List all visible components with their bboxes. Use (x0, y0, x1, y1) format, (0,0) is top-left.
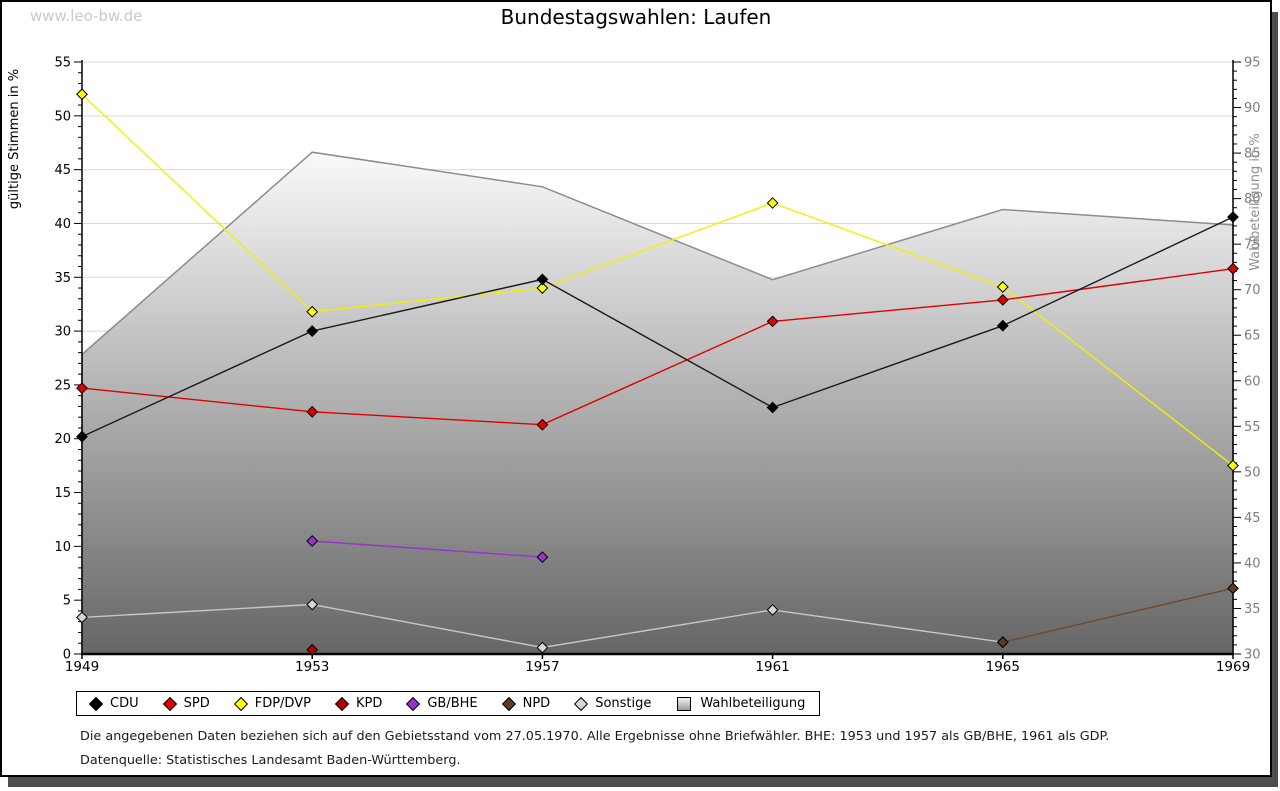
svg-text:85: 85 (1244, 147, 1261, 162)
left-axis-title: gültige Stimmen in % (7, 69, 22, 209)
right-axis-title: Wahlbeteiligung in % (1248, 133, 1263, 270)
svg-text:1965: 1965 (986, 659, 1020, 675)
legend-label: SPD (183, 696, 210, 711)
series-gb-bhe (312, 540, 543, 558)
chart-legend: CDU SPD FDP/DVP KPD GB/BHE NPD Sonstige Wahlbet… (76, 691, 821, 716)
footnote-gebietsstand: Die angegebenen Daten beziehen sich auf … (80, 729, 1110, 744)
legend-diamond-icon (88, 696, 104, 711)
svg-text:60: 60 (1244, 374, 1261, 389)
svg-text:1953: 1953 (295, 659, 329, 675)
svg-text:95: 95 (1244, 56, 1261, 71)
right-ticks: 30 35 40 45 50 55 60 65 70 75 80 85 90 95 (1233, 56, 1261, 663)
svg-text:80: 80 (1244, 192, 1261, 207)
svg-text:10: 10 (54, 540, 71, 555)
legend-diamond-icon (501, 696, 516, 711)
series-spd (81, 268, 1234, 426)
svg-text:40: 40 (1244, 556, 1261, 571)
svg-text:1961: 1961 (755, 659, 789, 675)
legend-diamond-icon (406, 696, 421, 711)
svg-text:35: 35 (1244, 602, 1261, 617)
legend-item-sonstige: Sonstige (574, 696, 652, 711)
legend-item-wahlbeteiligung: Wahlbeteiligung (677, 696, 805, 711)
svg-text:65: 65 (1244, 329, 1261, 344)
left-ticks: 0 5 10 15 20 25 30 35 40 45 50 55 (54, 56, 82, 663)
svg-text:25: 25 (54, 378, 71, 393)
wahlbeteiligung-area (81, 151, 1234, 655)
legend-diamond-icon (233, 696, 248, 711)
x-ticks: 1949 1953 1957 1961 1965 1969 (65, 654, 1250, 675)
legend-label: Sonstige (595, 696, 652, 711)
legend-diamond-icon (162, 696, 177, 711)
legend-item-kpd: KPD (334, 696, 383, 711)
svg-text:55: 55 (1244, 420, 1261, 435)
series-fdp-dvp (81, 93, 1234, 467)
svg-text:1957: 1957 (525, 659, 559, 675)
markers-cdu (76, 211, 1239, 443)
legend-diamond-icon (574, 696, 589, 711)
legend-square-icon (677, 696, 692, 711)
svg-text:15: 15 (54, 486, 71, 501)
series-npd (1002, 587, 1234, 643)
chart-frame: www.leo-bw.de Bundestagswahlen: Laufen 0… (0, 0, 1272, 777)
svg-text:40: 40 (54, 217, 71, 232)
svg-text:30: 30 (54, 325, 71, 340)
legend-label: KPD (355, 696, 383, 711)
markers-npd (996, 582, 1239, 649)
markers-fdp-dvp (76, 88, 1239, 472)
svg-text:35: 35 (54, 271, 71, 286)
legend-label: CDU (110, 696, 139, 711)
svg-text:55: 55 (54, 56, 71, 71)
svg-text:45: 45 (54, 163, 71, 178)
watermark: www.leo-bw.de (30, 7, 143, 25)
legend-label: GB/BHE (427, 696, 478, 711)
legend-label: FDP/DVP (254, 696, 311, 711)
footnote-datenquelle: Datenquelle: Statistisches Landesamt Bad… (80, 753, 461, 768)
legend-item-fdp-dvp: FDP/DVP (233, 696, 311, 711)
svg-text:75: 75 (1244, 238, 1261, 253)
svg-text:50: 50 (1244, 465, 1261, 480)
svg-text:50: 50 (54, 109, 71, 124)
svg-text:30: 30 (1244, 648, 1261, 663)
legend-item-spd: SPD (162, 696, 210, 711)
legend-diamond-icon (334, 696, 350, 711)
svg-text:70: 70 (1244, 283, 1261, 298)
markers-kpd (306, 643, 319, 656)
legend-label: NPD (522, 696, 551, 711)
election-chart: 0 5 10 15 20 25 30 35 40 45 50 55 30 35 40 45 50 55 60 65 70… (7, 56, 1263, 676)
series-cdu (81, 216, 1234, 438)
svg-text:5: 5 (63, 594, 71, 609)
legend-item-npd: NPD (501, 696, 551, 711)
legend-label: Wahlbeteiligung (700, 696, 806, 711)
markers-spd (76, 262, 1239, 431)
markers-gb-bhe (306, 535, 549, 564)
svg-text:90: 90 (1244, 101, 1261, 116)
svg-text:0: 0 (63, 648, 71, 663)
svg-text:1969: 1969 (1216, 659, 1250, 675)
svg-text:1949: 1949 (65, 659, 99, 675)
page-title: Bundestagswahlen: Laufen (500, 5, 772, 29)
svg-text:45: 45 (1244, 511, 1261, 526)
legend-item-cdu: CDU (88, 696, 139, 711)
svg-text:20: 20 (54, 432, 71, 447)
legend-item-gb-bhe: GB/BHE (406, 696, 478, 711)
